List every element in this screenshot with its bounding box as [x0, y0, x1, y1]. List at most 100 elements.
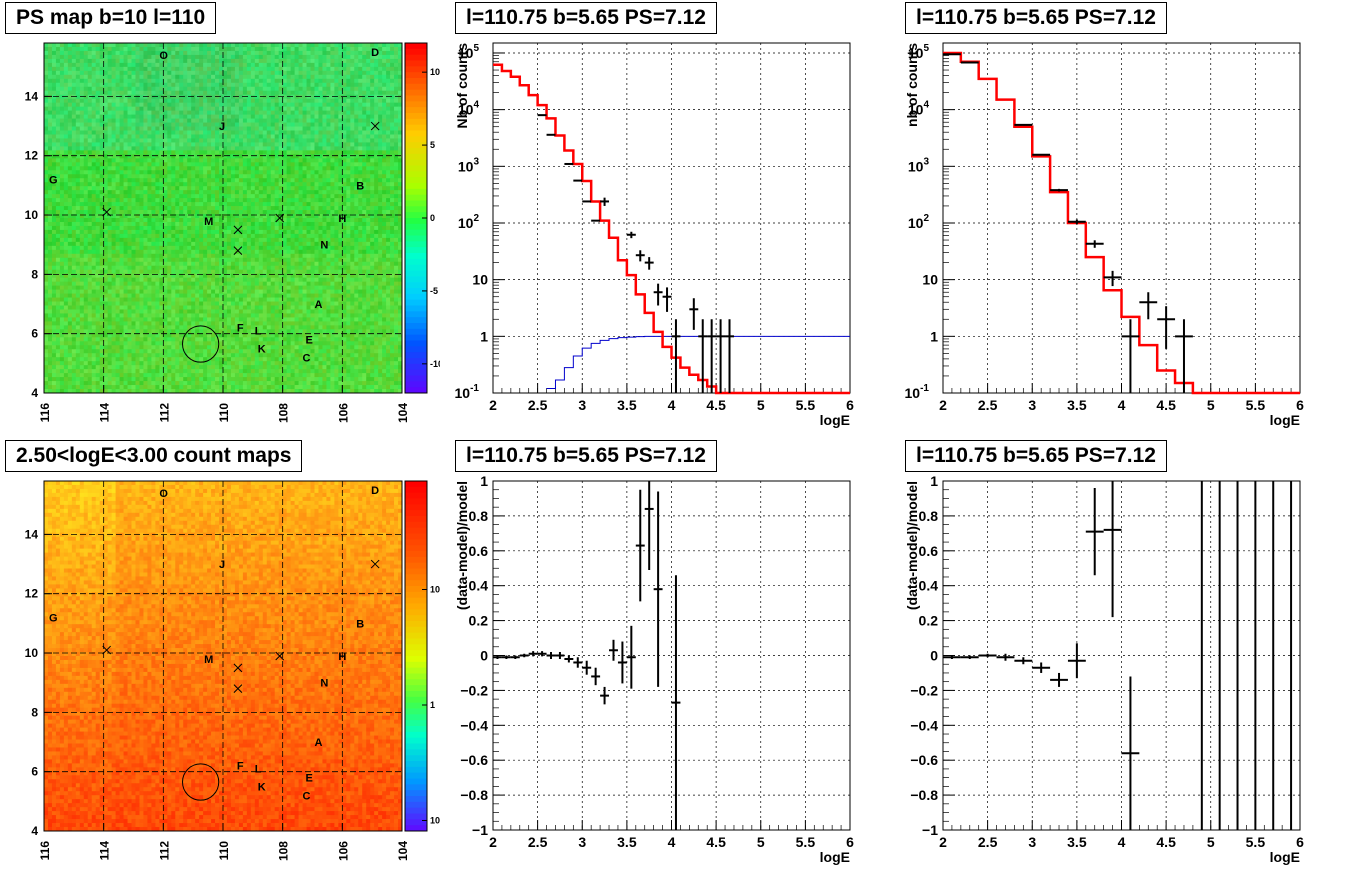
data-point [689, 298, 698, 330]
y-tick-label: 14 [25, 527, 39, 541]
data-point [1050, 189, 1068, 192]
source-label: A [314, 737, 322, 749]
x-tick-label: 5 [1207, 397, 1215, 413]
x-tick-label: 2.5 [528, 834, 548, 850]
y-tick-label: −0.4 [910, 717, 938, 733]
source-label: L [255, 326, 262, 338]
x-tick-label: 4 [668, 397, 676, 413]
data-point [1157, 306, 1175, 349]
source-label: D [371, 485, 379, 497]
source-label: E [306, 773, 313, 785]
data-point [672, 319, 681, 393]
y-tick-label: 10-1 [455, 383, 480, 401]
data-point [502, 656, 511, 659]
source-label: O [159, 488, 168, 500]
data-point [573, 657, 582, 667]
residual-title-2: l=110.75 b=5.65 PS=7.12 [905, 440, 1167, 472]
y-tick-label: 102 [908, 213, 930, 231]
data-point [1086, 240, 1104, 247]
data-point [1032, 662, 1050, 672]
grid-lines [493, 43, 850, 393]
colorbar [405, 481, 427, 832]
x-tick-label: 3 [578, 834, 586, 850]
data-point [645, 481, 654, 570]
source-label: F [237, 761, 244, 773]
y-tick-label: 1 [930, 328, 938, 344]
x-tick-label: 4.5 [1156, 397, 1176, 413]
x-tick-label: 112 [157, 841, 171, 861]
x-tick-label: 4 [1118, 834, 1126, 850]
x-tick-label: 5 [757, 834, 765, 850]
y-tick-label: 6 [31, 327, 38, 341]
y-axis-label: nb of counts [904, 43, 920, 127]
ps-map-chart: 1161141121101081061044681012141050-5-10O… [0, 0, 440, 435]
x-tick-label: 6 [1296, 834, 1304, 850]
y-tick-label: 1 [480, 328, 488, 344]
y-tick-label: 0.8 [469, 508, 489, 524]
source-label: G [49, 174, 58, 186]
y-tick-label: 103 [458, 156, 480, 174]
colorbar-tick-label: -5 [430, 286, 438, 296]
x-tick-label: 110 [217, 403, 231, 423]
x-tick-label: 2 [939, 834, 947, 850]
y-tick-label: 0.2 [469, 613, 489, 629]
y-tick-label: 4 [31, 386, 38, 400]
data-point [591, 668, 600, 685]
count-map-panel: 11611411211010810610446810121410110-1ODJ… [0, 438, 440, 875]
data-point [564, 163, 573, 164]
data-point [573, 180, 582, 181]
y-tick-label: −0.8 [460, 787, 488, 803]
data-point [672, 575, 681, 830]
x-tick-label: 2.5 [978, 397, 998, 413]
x-tick-label: 5.5 [1246, 397, 1266, 413]
x-axis-label: logE [820, 849, 850, 865]
y-tick-label: 12 [25, 149, 39, 163]
x-tick-label: 6 [846, 834, 854, 850]
data-point [618, 642, 627, 684]
source-label: B [356, 180, 364, 192]
x-tick-label: 5 [1207, 834, 1215, 850]
x-axis-label: logE [1270, 412, 1300, 428]
data-point [627, 232, 636, 238]
colorbar-tick-label: 0 [430, 213, 435, 223]
y-tick-label: −1 [472, 822, 488, 838]
data-point [1122, 676, 1140, 830]
x-tick-label: 2 [489, 397, 497, 413]
y-tick-label: 12 [25, 587, 39, 601]
data-point [627, 626, 636, 689]
x-tick-label: 5.5 [796, 834, 816, 850]
colorbar-tick-label: 5 [430, 140, 435, 150]
y-tick-label: 103 [908, 156, 930, 174]
y-tick-label: 10 [922, 272, 938, 288]
data-point [636, 250, 645, 261]
x-tick-label: 4.5 [706, 834, 726, 850]
source-label: M [204, 654, 213, 666]
y-tick-label: −0.4 [460, 717, 488, 733]
data-point [555, 652, 564, 659]
source-label: E [306, 335, 313, 347]
data-point [961, 656, 979, 659]
x-tick-label: 2.5 [528, 397, 548, 413]
y-tick-label: −1 [922, 822, 938, 838]
y-tick-label: 0.6 [919, 543, 939, 559]
data-point [538, 115, 547, 116]
y-tick-label: 8 [31, 705, 38, 719]
y-tick-label: 102 [458, 213, 480, 231]
data-point [645, 257, 654, 270]
source-label: L [255, 764, 262, 776]
x-tick-label: 5 [757, 397, 765, 413]
count-map-chart: 11611411211010810610446810121410110-1ODJ… [0, 438, 440, 875]
source-label: N [320, 240, 328, 252]
data-point [943, 656, 961, 659]
data-point [547, 134, 556, 135]
x-tick-label: 104 [396, 841, 410, 861]
y-tick-label: 0 [930, 648, 938, 664]
colorbar-tick-label: -10 [430, 359, 440, 369]
data-point [725, 319, 734, 393]
colorbar-tick-label: 10-1 [430, 815, 440, 826]
